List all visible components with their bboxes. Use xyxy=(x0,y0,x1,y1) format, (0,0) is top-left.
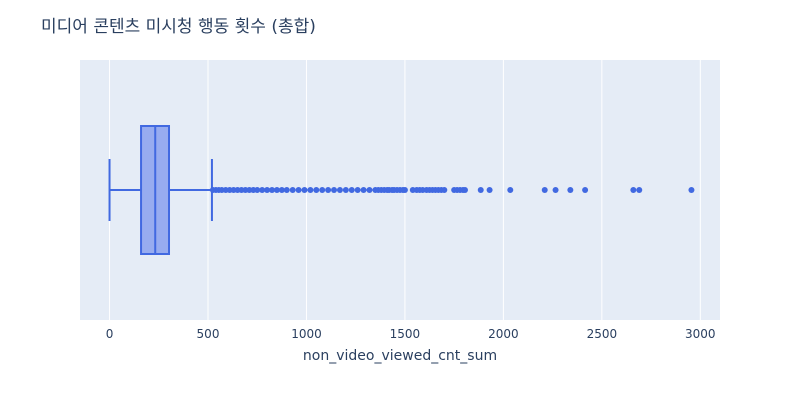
outlier-point xyxy=(325,187,332,193)
outlier-point xyxy=(342,187,349,193)
x-tick-label: 1500 xyxy=(390,327,421,341)
outlier-point xyxy=(541,187,548,193)
box-trace xyxy=(108,125,213,255)
outlier-point xyxy=(259,187,266,193)
chart-title: 미디어 콘텐츠 미시청 행동 횟수 (총합) xyxy=(41,17,316,37)
outlier-point xyxy=(289,187,296,193)
outlier-point xyxy=(636,187,643,193)
x-tick-label: 500 xyxy=(197,327,220,341)
x-tick-label: 2500 xyxy=(587,327,618,341)
outlier-point xyxy=(307,187,314,193)
outlier-point xyxy=(552,187,559,193)
outlier-point xyxy=(567,187,574,193)
outlier-point xyxy=(507,187,514,193)
outlier-point xyxy=(254,187,261,193)
outlier-point xyxy=(273,187,280,193)
outlier-point xyxy=(264,187,271,193)
x-axis-title: non_video_viewed_cnt_sum xyxy=(303,348,497,364)
outlier-point xyxy=(313,187,320,193)
outlier-point xyxy=(278,187,285,193)
outlier-point xyxy=(336,187,343,193)
outlier-point xyxy=(269,187,275,193)
x-tick-label: 2000 xyxy=(488,327,519,341)
x-tick-label: 3000 xyxy=(685,327,716,341)
outlier-point xyxy=(331,187,338,193)
outlier-point xyxy=(630,187,637,193)
outlier-point xyxy=(582,187,589,193)
outlier-point xyxy=(366,187,373,193)
outlier-point xyxy=(477,187,484,193)
outlier-point xyxy=(461,187,468,193)
outlier-point xyxy=(295,187,302,193)
x-tick-labels: 0 500 1000 1500 2000 2500 3000 xyxy=(106,327,716,341)
x-tick-label: 1000 xyxy=(291,327,322,341)
outlier-points xyxy=(209,187,695,193)
x-tick-label: 0 xyxy=(106,327,114,341)
outlier-point xyxy=(301,187,308,193)
outlier-point xyxy=(283,187,290,193)
outlier-point xyxy=(441,187,448,193)
outlier-point xyxy=(401,187,408,193)
outlier-point xyxy=(319,187,326,193)
outlier-point xyxy=(348,187,355,193)
outlier-point xyxy=(360,187,367,193)
outlier-point xyxy=(486,187,493,193)
outlier-point xyxy=(354,187,361,193)
outlier-point xyxy=(688,187,695,193)
